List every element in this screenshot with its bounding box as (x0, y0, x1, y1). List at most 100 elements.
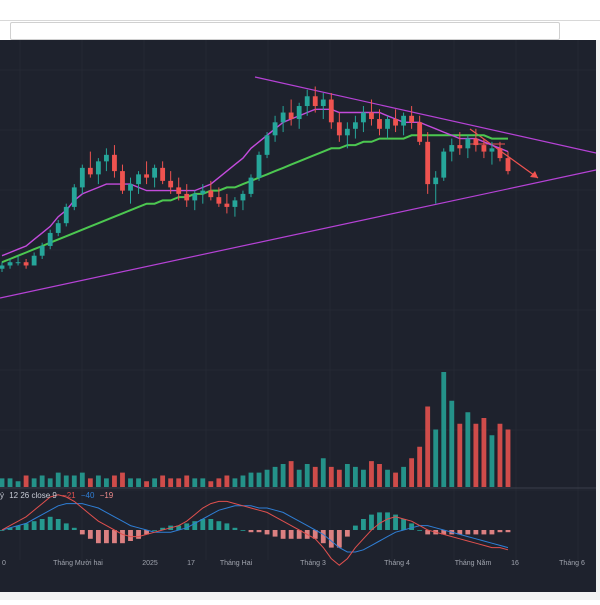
macd-histogram-bar (55, 519, 61, 530)
volume-bar (0, 478, 5, 487)
x-label-0: 0 (2, 560, 6, 567)
candle-body (264, 135, 270, 155)
candle-body (160, 167, 166, 181)
macd-histogram-bar (481, 530, 487, 535)
volume-bar (296, 469, 302, 487)
macd-legend[interactable]: ý 12 26 close 9 −21 −40 −19 (0, 491, 116, 500)
chart-area[interactable] (0, 40, 597, 600)
volume-bar (288, 461, 294, 487)
macd-histogram-bar (256, 530, 262, 533)
volume-bar (176, 478, 182, 487)
candle-body (505, 158, 511, 172)
candle-body (441, 151, 447, 178)
macd-histogram-bar (457, 530, 463, 535)
macd-histogram-bar (377, 512, 382, 530)
candle-body (240, 193, 246, 201)
macd-histogram-bar (280, 530, 286, 539)
candle-body (361, 112, 366, 123)
macd-histogram-bar (87, 530, 93, 539)
macd-histogram-bar (15, 525, 21, 530)
trendlines[interactable] (0, 76, 597, 299)
volume-bar (441, 372, 447, 487)
macd-signal-line (1, 503, 509, 553)
macd-histogram-bar (31, 521, 37, 530)
price-chart[interactable] (0, 40, 597, 600)
volume-bar (63, 475, 69, 487)
x-label-thang-hai: Tháng Hai (219, 560, 253, 567)
macd-histogram-bar (23, 523, 29, 530)
volume-bar (264, 469, 270, 487)
candle-body (224, 203, 230, 207)
volume-bar (104, 478, 109, 487)
lower-trendline (0, 169, 597, 299)
macd-histogram-bar (352, 525, 358, 530)
candle-body (87, 167, 93, 175)
volume-bar (15, 481, 21, 487)
candlesticks (0, 86, 511, 272)
volume-bar (393, 472, 398, 487)
candle-body (23, 262, 29, 266)
x-label-2025: 2025 (142, 560, 158, 567)
volume-bar (240, 475, 246, 487)
projection-arrow-line (469, 128, 539, 179)
macd-histogram-bar (176, 525, 182, 530)
candle-body (336, 122, 342, 136)
candle-body (288, 112, 294, 120)
candle-body (304, 96, 310, 107)
macd-histogram-bar (47, 516, 53, 530)
candle-body (128, 184, 133, 191)
volume-bar (160, 475, 166, 487)
candle-body (176, 187, 182, 194)
moving-averages (1, 108, 509, 264)
candle-body (433, 177, 439, 185)
macd-histogram-bar (312, 530, 318, 539)
x-label-thang-muoi-hai: Tháng Mười hai (53, 560, 103, 567)
candle-body (200, 190, 206, 194)
header-toolbar[interactable] (10, 22, 560, 40)
volume-bar (120, 472, 125, 487)
volume-bar (352, 466, 358, 487)
macd-histogram-bar (441, 530, 447, 535)
candle-body (328, 99, 334, 123)
macd-histogram-bar (497, 530, 503, 533)
macd-histogram-bar (192, 521, 198, 530)
candle-body (296, 106, 302, 120)
macd-histogram-bar (216, 521, 222, 530)
macd-histogram-bar (63, 523, 69, 530)
candle-body (312, 96, 318, 107)
volume-bar (224, 475, 230, 487)
x-label-thang-nam: Tháng Năm (454, 560, 492, 567)
volume-bar (23, 475, 29, 487)
window-edge (596, 40, 600, 600)
header-divider (0, 20, 600, 21)
macd-histogram-bar (184, 523, 190, 530)
volume-bar (112, 475, 117, 487)
volume-bar (216, 478, 222, 487)
macd-panel (0, 494, 511, 566)
volume-bar (320, 458, 326, 487)
macd-histogram-bar (272, 530, 278, 537)
macd-histogram-bar (248, 530, 254, 533)
macd-histogram-bar (120, 530, 125, 544)
candle-body (95, 161, 101, 175)
volume-bar (39, 475, 45, 487)
macd-histogram-bar (328, 530, 334, 548)
candle-body (280, 112, 286, 123)
volume-bar (401, 466, 406, 487)
candle-body (473, 138, 479, 146)
candle-body (481, 145, 487, 152)
macd-histogram-bar (393, 514, 398, 530)
candle-body (385, 119, 390, 129)
macd-legend-params: 12 26 close 9 (9, 491, 57, 500)
macd-histogram-bar (104, 530, 109, 544)
macd-histogram-bar (240, 530, 246, 531)
macd-histogram-bar (473, 530, 479, 535)
macd-histogram-bar (112, 530, 117, 544)
volume-bar (312, 466, 318, 487)
macd-histogram-bar (288, 530, 294, 539)
macd-histogram-bar (489, 530, 495, 535)
macd-histogram-bar (401, 519, 406, 530)
grid-lines (0, 40, 596, 560)
macd-legend-prefix: ý (0, 491, 4, 500)
macd-histogram-bar (128, 530, 133, 541)
